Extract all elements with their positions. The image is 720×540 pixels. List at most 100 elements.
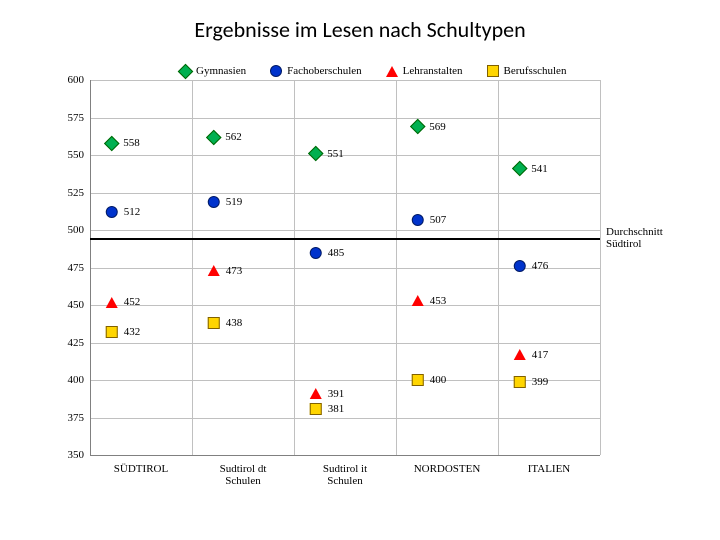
triangle-icon <box>412 295 424 306</box>
data-point: 417 <box>514 349 549 361</box>
data-point: 551 <box>310 148 344 160</box>
data-point-label: 541 <box>531 163 548 175</box>
diamond-icon <box>308 146 324 162</box>
legend-item: Fachoberschulen <box>270 65 362 77</box>
data-point: 485 <box>310 247 345 259</box>
grid-h <box>90 80 600 81</box>
reference-line-label: Durchschnitt Südtirol <box>606 226 663 250</box>
grid-h <box>90 118 600 119</box>
diamond-icon <box>104 135 120 151</box>
triangle-icon <box>386 66 398 77</box>
triangle-icon <box>208 265 220 276</box>
xtick-label: SÜDTIROL <box>114 463 168 475</box>
data-point: 381 <box>310 403 345 415</box>
data-point-label: 551 <box>327 148 344 160</box>
xtick-label: ITALIEN <box>528 463 571 475</box>
square-icon <box>310 403 322 415</box>
data-point: 399 <box>514 376 549 388</box>
square-icon <box>208 317 220 329</box>
data-point: 391 <box>310 388 345 400</box>
data-point: 452 <box>106 296 141 308</box>
grid-v <box>396 80 397 455</box>
diamond-icon <box>512 161 528 177</box>
legend: Gymnasien Fachoberschulen Lehranstalten Ber… <box>180 65 566 77</box>
xtick-label: Sudtirol dt Schulen <box>220 463 267 487</box>
xtick-label: Sudtirol it Schulen <box>323 463 367 487</box>
axis-left <box>90 80 91 455</box>
data-point-label: 473 <box>226 265 243 277</box>
data-point: 473 <box>208 265 243 277</box>
data-point-label: 476 <box>532 260 549 272</box>
data-point-label: 400 <box>430 374 447 386</box>
axis-bottom <box>90 455 600 456</box>
square-icon <box>412 374 424 386</box>
legend-item: Gymnasien <box>180 65 246 77</box>
ytick-label: 525 <box>68 187 85 199</box>
page-title: Ergebnisse im Lesen nach Schultypen <box>0 16 720 43</box>
data-point-label: 558 <box>123 137 140 149</box>
ytick-label: 400 <box>68 374 85 386</box>
triangle-icon <box>106 297 118 308</box>
data-point: 507 <box>412 214 447 226</box>
data-point: 400 <box>412 374 447 386</box>
data-point-label: 438 <box>226 317 243 329</box>
circle-icon <box>514 260 526 272</box>
grid-h <box>90 305 600 306</box>
grid-h <box>90 230 600 231</box>
data-point-label: 453 <box>430 295 447 307</box>
data-point-label: 432 <box>124 326 141 338</box>
diamond-icon <box>410 119 426 135</box>
grid-v <box>498 80 499 455</box>
grid-h <box>90 343 600 344</box>
data-point: 519 <box>208 196 243 208</box>
data-point-label: 569 <box>429 121 446 133</box>
legend-item: Lehranstalten <box>386 65 463 77</box>
data-point-label: 507 <box>430 214 447 226</box>
ytick-label: 375 <box>68 412 85 424</box>
diamond-icon <box>206 129 222 145</box>
legend-label: Gymnasien <box>196 65 246 77</box>
grid-v <box>294 80 295 455</box>
data-point: 558 <box>106 137 140 149</box>
circle-icon <box>310 247 322 259</box>
data-point: 453 <box>412 295 447 307</box>
data-point: 512 <box>106 206 141 218</box>
circle-icon <box>106 206 118 218</box>
triangle-icon <box>514 349 526 360</box>
triangle-icon <box>310 388 322 399</box>
legend-item: Berufsschulen <box>487 65 567 77</box>
grid-h <box>90 155 600 156</box>
ytick-label: 425 <box>68 337 85 349</box>
data-point-label: 485 <box>328 247 345 259</box>
chart-plot-area: 350375400425450475500525550575600SÜDTIRO… <box>90 80 600 455</box>
circle-icon <box>208 196 220 208</box>
reference-line <box>90 238 600 240</box>
data-point-label: 562 <box>225 131 242 143</box>
circle-icon <box>412 214 424 226</box>
diamond-icon <box>178 63 194 79</box>
legend-label: Fachoberschulen <box>287 65 362 77</box>
ytick-label: 475 <box>68 262 85 274</box>
legend-label: Berufsschulen <box>504 65 567 77</box>
legend-label: Lehranstalten <box>403 65 463 77</box>
grid-h <box>90 418 600 419</box>
data-point-label: 399 <box>532 376 549 388</box>
data-point: 476 <box>514 260 549 272</box>
ytick-label: 600 <box>68 74 85 86</box>
data-point: 432 <box>106 326 141 338</box>
data-point-label: 512 <box>124 206 141 218</box>
square-icon <box>106 326 118 338</box>
ytick-label: 350 <box>68 449 85 461</box>
data-point: 541 <box>514 163 548 175</box>
data-point-label: 452 <box>124 296 141 308</box>
data-point-label: 381 <box>328 403 345 415</box>
data-point-label: 391 <box>328 388 345 400</box>
data-point-label: 417 <box>532 349 549 361</box>
ytick-label: 500 <box>68 224 85 236</box>
data-point: 569 <box>412 121 446 133</box>
data-point-label: 519 <box>226 196 243 208</box>
ytick-label: 550 <box>68 149 85 161</box>
grid-v <box>192 80 193 455</box>
xtick-label: NORDOSTEN <box>414 463 481 475</box>
square-icon <box>487 65 499 77</box>
